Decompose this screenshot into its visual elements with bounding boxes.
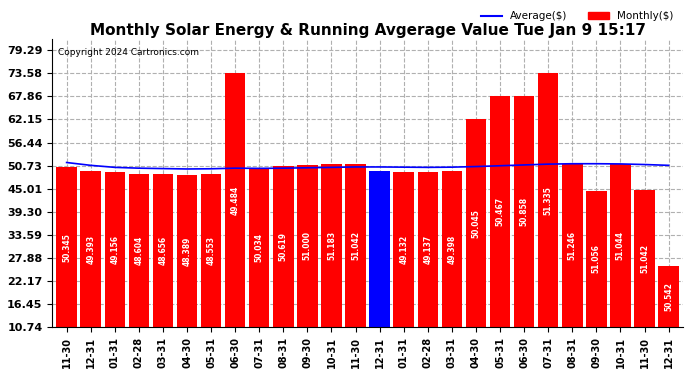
Text: 48.656: 48.656: [159, 236, 168, 265]
Bar: [273, 166, 293, 370]
Bar: [345, 164, 366, 370]
Text: 49.393: 49.393: [86, 234, 95, 264]
Bar: [562, 164, 582, 370]
Text: 51.183: 51.183: [327, 231, 336, 260]
Bar: [634, 190, 655, 370]
Bar: [249, 168, 270, 370]
Bar: [658, 266, 679, 370]
Bar: [369, 171, 390, 370]
Text: Copyright 2024 Cartronics.com: Copyright 2024 Cartronics.com: [59, 48, 199, 57]
Bar: [297, 165, 317, 370]
Text: 49.137: 49.137: [423, 235, 433, 264]
Text: 51.042: 51.042: [640, 244, 649, 273]
Bar: [490, 96, 511, 370]
Text: 49.296: 49.296: [375, 235, 384, 264]
Bar: [610, 164, 631, 370]
Text: 50.034: 50.034: [255, 233, 264, 262]
Bar: [538, 73, 558, 370]
Text: 50.345: 50.345: [62, 233, 71, 262]
Text: 50.858: 50.858: [520, 197, 529, 226]
Bar: [105, 172, 125, 370]
Text: 50.542: 50.542: [664, 282, 673, 311]
Bar: [57, 167, 77, 370]
Text: 48.604: 48.604: [135, 236, 144, 266]
Text: 48.389: 48.389: [183, 237, 192, 266]
Text: 51.042: 51.042: [351, 231, 360, 260]
Text: 50.467: 50.467: [495, 197, 504, 226]
Bar: [417, 172, 438, 370]
Bar: [393, 172, 414, 370]
Bar: [81, 171, 101, 370]
Text: 49.156: 49.156: [110, 235, 119, 264]
Text: 51.246: 51.246: [568, 231, 577, 260]
Bar: [586, 191, 607, 370]
Text: 49.484: 49.484: [230, 186, 239, 215]
Text: 50.045: 50.045: [471, 209, 480, 238]
Text: 49.132: 49.132: [400, 235, 408, 264]
Bar: [152, 174, 173, 370]
Bar: [466, 120, 486, 370]
Bar: [514, 96, 534, 370]
Text: 48.553: 48.553: [206, 236, 215, 266]
Text: 51.000: 51.000: [303, 231, 312, 260]
Title: Monthly Solar Energy & Running Avgerage Value Tue Jan 9 15:17: Monthly Solar Energy & Running Avgerage …: [90, 23, 646, 38]
Legend: Average($), Monthly($): Average($), Monthly($): [477, 7, 678, 26]
Text: 51.335: 51.335: [544, 186, 553, 215]
Bar: [177, 175, 197, 370]
Text: 49.398: 49.398: [447, 234, 456, 264]
Text: 50.619: 50.619: [279, 232, 288, 261]
Bar: [442, 171, 462, 370]
Bar: [201, 174, 221, 370]
Bar: [128, 174, 149, 370]
Bar: [225, 73, 246, 370]
Text: 51.056: 51.056: [592, 244, 601, 273]
Text: 51.044: 51.044: [616, 231, 625, 260]
Bar: [322, 164, 342, 370]
